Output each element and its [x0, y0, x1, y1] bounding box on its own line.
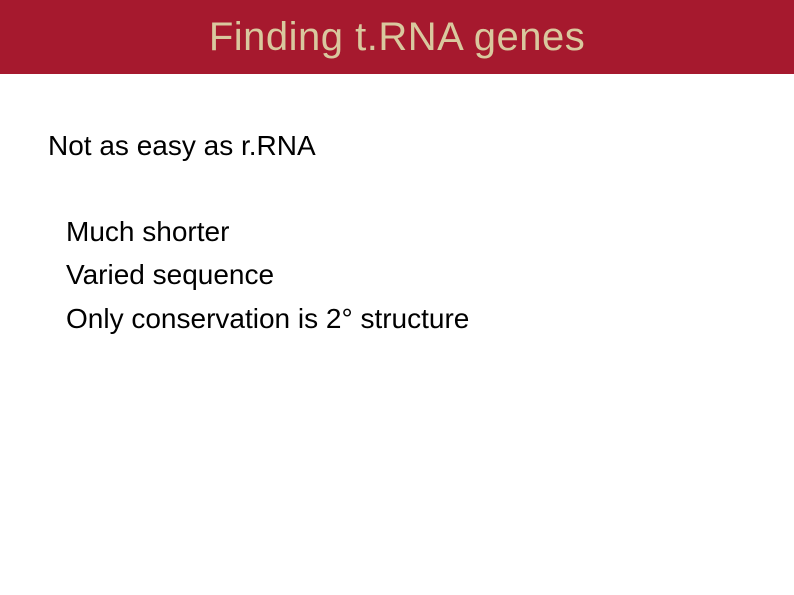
subtitle: Not as easy as r.RNA: [48, 130, 469, 162]
slide: Finding t.RNA genes Not as easy as r.RNA…: [0, 0, 794, 595]
slide-title: Finding t.RNA genes: [209, 15, 585, 60]
bullet-item: Varied sequence: [66, 253, 469, 296]
slide-body: Not as easy as r.RNA Much shorter Varied…: [48, 130, 469, 340]
title-band: Finding t.RNA genes: [0, 0, 794, 74]
bullet-item: Much shorter: [66, 210, 469, 253]
bullet-item: Only conservation is 2° structure: [66, 297, 469, 340]
